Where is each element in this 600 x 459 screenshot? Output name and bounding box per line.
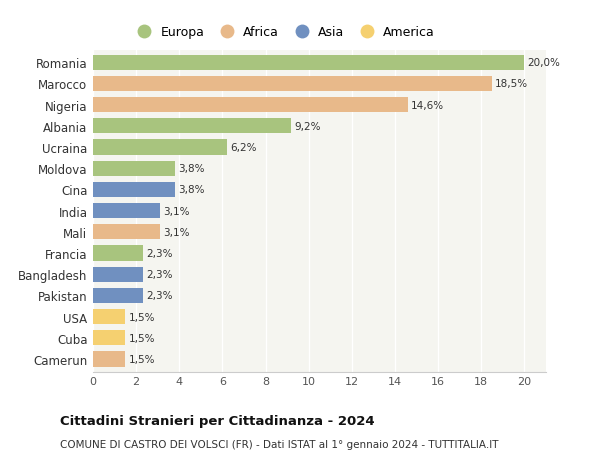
Bar [93, 119, 292, 134]
Text: 14,6%: 14,6% [411, 101, 445, 111]
Bar [93, 330, 125, 346]
Bar [93, 182, 175, 198]
Text: 1,5%: 1,5% [128, 312, 155, 322]
Text: 2,3%: 2,3% [146, 248, 172, 258]
Bar [93, 161, 175, 176]
Text: 6,2%: 6,2% [230, 143, 256, 153]
Bar [93, 203, 160, 219]
Text: 2,3%: 2,3% [146, 291, 172, 301]
Text: 3,1%: 3,1% [163, 227, 190, 237]
Bar [93, 98, 408, 113]
Text: 1,5%: 1,5% [128, 354, 155, 364]
Bar [93, 56, 524, 71]
Text: 3,1%: 3,1% [163, 206, 190, 216]
Text: 2,3%: 2,3% [146, 269, 172, 280]
Bar [93, 224, 160, 240]
Bar [93, 267, 143, 282]
Text: COMUNE DI CASTRO DEI VOLSCI (FR) - Dati ISTAT al 1° gennaio 2024 - TUTTITALIA.IT: COMUNE DI CASTRO DEI VOLSCI (FR) - Dati … [60, 440, 499, 449]
Text: 3,8%: 3,8% [178, 164, 205, 174]
Bar [93, 352, 125, 367]
Bar [93, 246, 143, 261]
Text: 3,8%: 3,8% [178, 185, 205, 195]
Bar [93, 77, 492, 92]
Text: 9,2%: 9,2% [295, 122, 321, 132]
Legend: Europa, Africa, Asia, America: Europa, Africa, Asia, America [127, 22, 440, 45]
Text: 1,5%: 1,5% [128, 333, 155, 343]
Text: 20,0%: 20,0% [527, 58, 560, 68]
Bar [93, 140, 227, 155]
Bar [93, 288, 143, 303]
Text: 18,5%: 18,5% [496, 79, 529, 90]
Bar [93, 309, 125, 325]
Text: Cittadini Stranieri per Cittadinanza - 2024: Cittadini Stranieri per Cittadinanza - 2… [60, 414, 374, 428]
